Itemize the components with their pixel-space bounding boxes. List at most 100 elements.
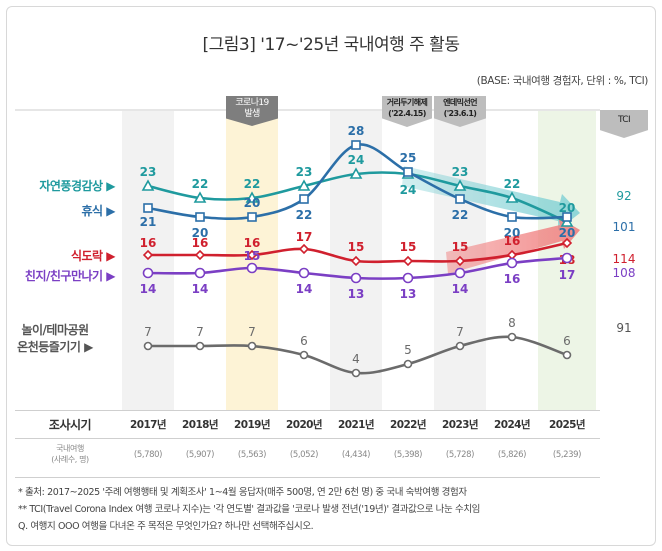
tci-value-food: 114	[612, 252, 636, 266]
table-bottom-line	[15, 477, 600, 478]
series-0-label-7: 22	[504, 177, 521, 191]
table-year-1: 2018년	[182, 419, 218, 431]
top-divider	[15, 109, 600, 111]
series-0-label-0: 23	[140, 165, 157, 179]
series-0-point-6	[453, 179, 467, 191]
series-2-label-3: 17	[296, 230, 313, 244]
series-0-point-2	[245, 191, 259, 203]
table-year-2: 2019년	[234, 419, 270, 431]
series-4-point-7	[507, 332, 517, 342]
series-1-label-2: 20	[244, 196, 261, 210]
table-sample-5: (5,398)	[393, 450, 423, 460]
series-label-rest: 휴식 ▶	[81, 204, 116, 218]
table-year-0: 2017년	[130, 419, 166, 431]
chart-title: [그림3] '17~'25년 국내여행 주 활동	[202, 35, 460, 55]
series-4-point-1	[195, 341, 205, 351]
series-3-point-5	[402, 272, 414, 284]
series-4-label-8: 6	[563, 334, 571, 348]
series-2-point-5	[402, 255, 414, 267]
table-sample-label: 국내여행 (사례수, 명)	[30, 443, 110, 465]
endemic-badge-line2: ('23.6.1)	[443, 109, 477, 118]
series-1-point-8	[562, 212, 572, 222]
series-4-point-4	[351, 368, 361, 378]
series-3-point-8	[561, 252, 573, 264]
series-4-label-6: 7	[456, 325, 464, 339]
series-4-label-0: 7	[144, 325, 152, 339]
series-0-label-4: 24	[348, 153, 365, 167]
series-1-label-8: 20	[559, 226, 576, 240]
series-2-label-5: 15	[400, 240, 417, 254]
series-label-food: 식도락 ▶	[70, 249, 116, 263]
series-1-point-1	[195, 212, 205, 222]
series-3-label-0: 14	[140, 282, 157, 296]
series-1-label-3: 22	[296, 208, 313, 222]
tci-value-friends: 108	[612, 266, 636, 280]
series-2-point-8	[561, 237, 573, 249]
series-1-point-0	[143, 203, 153, 213]
series-4-point-0	[143, 341, 153, 351]
series-label-friends-text: 친지/친구만나기	[24, 269, 103, 283]
table-sample-6: (5,728)	[445, 450, 475, 460]
tci-value-play: 91	[616, 321, 632, 335]
series-3-point-2	[246, 262, 258, 274]
series-3-point-4	[350, 272, 362, 284]
series-0-point-0	[141, 179, 155, 191]
table-top-line	[15, 410, 600, 411]
footnote-question: Q. 여행지 OOO 여행을 다녀온 주 목적은 무엇인가요? 하나만 선택해주…	[18, 521, 314, 532]
series-3-label-6: 14	[452, 282, 469, 296]
covid-badge-line2: 발생	[244, 109, 260, 119]
table-sample-1: (5,907)	[185, 450, 215, 460]
series-1-label-7: 20	[504, 226, 521, 240]
series-0-point-7	[505, 191, 519, 203]
series-4-label-4: 4	[352, 352, 360, 366]
series-4-point-5	[403, 359, 413, 369]
series-3-label-4: 13	[348, 287, 365, 301]
series-1-point-4	[351, 140, 361, 150]
tci-value-rest: 101	[612, 220, 636, 234]
series-3-point-3	[298, 267, 310, 279]
series-2-point-3	[298, 243, 310, 255]
series-2-point-6	[454, 255, 466, 267]
series-1-point-5	[403, 167, 413, 177]
series-4-label-2: 7	[248, 325, 256, 339]
table-sample-label-line2: (사례수, 명)	[51, 455, 89, 464]
table-sample-3: (5,052)	[289, 450, 319, 460]
series-4-point-3	[299, 350, 309, 360]
series-3-label-8: 17	[559, 268, 576, 282]
series-4-point-8	[562, 350, 572, 360]
series-1-label-0: 21	[140, 215, 157, 229]
series-2-point-1	[194, 249, 206, 261]
series-1-label-4: 28	[348, 124, 365, 138]
series-4-label-1: 7	[196, 325, 204, 339]
series-4-point-6	[455, 341, 465, 351]
table-sample-7: (5,826)	[497, 450, 527, 460]
band-2019	[226, 111, 278, 411]
series-1-point-3	[299, 194, 309, 204]
covid-badge: 코로나19 발생	[226, 96, 278, 126]
series-3-label-2: 15	[244, 249, 261, 263]
table-sample-8: (5,239)	[552, 450, 582, 460]
series-2-point-0	[142, 249, 154, 261]
series-label-food-text: 식도락	[70, 249, 103, 263]
series-0-label-3: 23	[296, 165, 313, 179]
series-label-nature: 자연풍경감상 ▶	[39, 179, 115, 193]
series-1-point-6	[455, 194, 465, 204]
series-label-rest-text: 휴식	[81, 204, 104, 218]
table-sample-2: (5,563)	[237, 450, 267, 460]
series-0-point-3	[297, 179, 311, 191]
series-label-nature-text: 자연풍경감상	[39, 179, 103, 193]
series-3-label-7: 16	[504, 272, 521, 286]
tci-value-nature: 92	[616, 189, 632, 203]
table-year-3: 2020년	[286, 419, 322, 431]
base-note: (BASE: 국내여행 경험자, 단위 : %, TCI)	[476, 75, 649, 87]
series-1-label-6: 22	[452, 208, 469, 222]
table-year-7: 2024년	[494, 419, 530, 431]
footnote-tci: ** TCI(Travel Corona Index 여행 코로나 지수)는 '…	[18, 504, 481, 515]
tci-badge-label: TCI	[617, 115, 631, 125]
series-4-point-2	[247, 341, 257, 351]
series-label-friends: 친지/친구만나기 ▶	[24, 269, 116, 283]
series-0-label-6: 23	[452, 165, 469, 179]
table-sample-label-line1: 국내여행	[56, 444, 84, 453]
series-0-label-1: 22	[192, 177, 209, 191]
